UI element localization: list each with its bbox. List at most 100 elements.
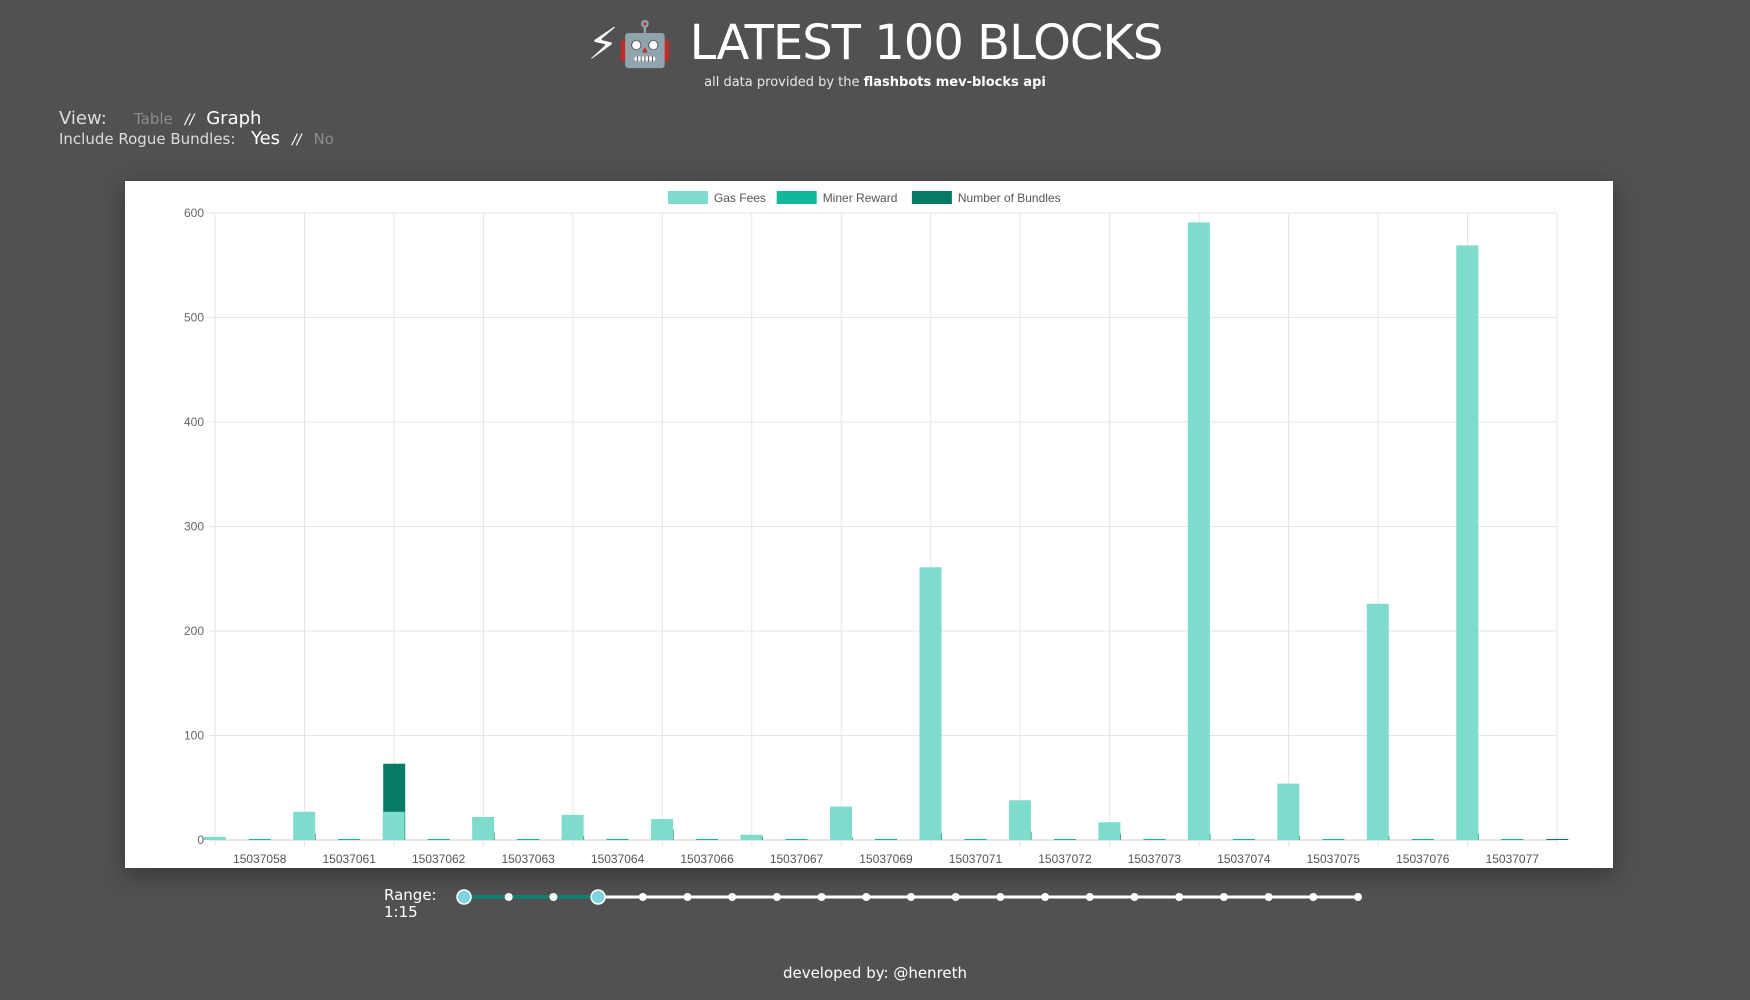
- rogue-yes-option[interactable]: Yes: [251, 128, 281, 149]
- bar-miner-reward: [1501, 838, 1524, 840]
- slider-handle[interactable]: [456, 889, 472, 905]
- bar-gas-fees: [1098, 822, 1121, 840]
- x-tick-label: 15037063: [501, 852, 555, 866]
- bar-miner-reward: [785, 838, 808, 840]
- bar-miner-reward: [875, 838, 897, 840]
- y-tick-label: 400: [184, 415, 204, 429]
- y-tick-label: 100: [184, 729, 204, 743]
- bar-gas-fees: [830, 806, 852, 840]
- slider-stop[interactable]: [772, 893, 781, 901]
- page-subtitle: all data provided by the flashbots mev-b…: [0, 75, 1750, 90]
- bar-miner-reward: [1411, 838, 1434, 840]
- bar-gas-fees: [203, 836, 226, 840]
- slider-stop[interactable]: [1354, 893, 1362, 901]
- slider-stop[interactable]: [549, 893, 558, 901]
- y-tick-label: 500: [184, 311, 204, 325]
- bar-gas-fees: [651, 819, 674, 840]
- slider-handle[interactable]: [590, 889, 606, 905]
- chart-card: 0 100 200 300 400 500 600 15037058 15037061 15037…: [125, 181, 1613, 868]
- view-controls: View: Table // Graph Include Rogue Bundl…: [59, 108, 334, 149]
- subtitle-prefix: all data provided by the: [704, 75, 860, 90]
- bar-gas-fees: [919, 567, 942, 840]
- y-tick-label: 0: [197, 833, 204, 847]
- bar-miner-reward: [696, 838, 719, 840]
- range-slider[interactable]: [454, 885, 1364, 909]
- bar-gas-fees: [293, 811, 316, 840]
- y-tick-label: 300: [184, 520, 204, 534]
- bar-miner-reward: [1053, 838, 1076, 840]
- slider-stop[interactable]: [1130, 893, 1139, 901]
- x-tick-label: 15037074: [1217, 852, 1271, 866]
- legend-swatch: [911, 191, 952, 204]
- slider-stop[interactable]: [638, 893, 647, 901]
- range-value: 1:15: [384, 903, 418, 921]
- bar-miner-reward: [1322, 838, 1345, 840]
- bar-gas-fees: [1366, 603, 1389, 840]
- rogue-no-option[interactable]: No: [313, 130, 334, 148]
- view-row: View: Table // Graph: [59, 108, 334, 129]
- x-tick-label: 15037077: [1486, 852, 1540, 866]
- legend-label: Miner Reward: [823, 191, 898, 205]
- view-graph-option[interactable]: Graph: [206, 108, 262, 129]
- slider-stop[interactable]: [817, 893, 826, 901]
- bolt-robot-icon: ⚡🤖: [587, 19, 673, 70]
- x-tick-label: 15037069: [859, 852, 913, 866]
- bar-gas-fees: [1277, 783, 1300, 840]
- bar-gas-fees: [740, 834, 763, 840]
- rogue-separator: //: [292, 132, 302, 148]
- x-tick-label: 15037058: [233, 852, 287, 866]
- x-tick-label: 15037067: [770, 852, 824, 866]
- slider-stop[interactable]: [683, 893, 692, 901]
- slider-stop[interactable]: [1264, 893, 1273, 901]
- footer-credit: developed by: @henreth: [782, 964, 968, 982]
- legend-swatch: [667, 191, 708, 204]
- bar-gas-fees: [472, 817, 495, 840]
- api-link[interactable]: flashbots mev-blocks api: [863, 75, 1046, 90]
- bar-gas-fees: [1187, 222, 1210, 840]
- page-title: ⚡🤖 LATEST 100 BLOCKS: [0, 14, 1750, 74]
- legend-swatch: [776, 191, 817, 204]
- bar-gas-fees: [1456, 245, 1479, 840]
- bar-chart: 0 100 200 300 400 500 600 15037058 15037061 15037…: [184, 191, 1569, 866]
- bar-miner-reward: [517, 838, 540, 840]
- view-table-option[interactable]: Table: [134, 110, 173, 128]
- bar-miner-reward: [1143, 838, 1166, 840]
- slider-stop[interactable]: [907, 893, 915, 901]
- range-control: Range: 1:15: [384, 886, 1362, 921]
- slider-stop[interactable]: [1041, 893, 1050, 901]
- bar-gas-fees: [382, 811, 405, 840]
- range-label: Range:: [384, 886, 437, 904]
- y-tick-label: 600: [184, 206, 204, 220]
- x-tick-label: 15037073: [1128, 852, 1182, 866]
- page-title-text: LATEST 100 BLOCKS: [689, 15, 1164, 71]
- bar-miner-reward: [427, 838, 450, 840]
- slider-stop[interactable]: [1175, 893, 1184, 901]
- slider-stop[interactable]: [504, 893, 513, 901]
- bar-miner-reward: [606, 838, 629, 840]
- bar-miner-reward: [1232, 838, 1255, 840]
- slider-stop[interactable]: [996, 893, 1005, 901]
- bar-miner-reward: [248, 838, 271, 840]
- x-tick-label: 15037072: [1038, 852, 1092, 866]
- slider-stop[interactable]: [951, 893, 960, 901]
- slider-stop[interactable]: [1309, 893, 1318, 901]
- slider-stop[interactable]: [1219, 893, 1228, 901]
- slider-stop[interactable]: [728, 893, 737, 901]
- x-tick-label: 15037061: [323, 852, 377, 866]
- slider-stop[interactable]: [1085, 893, 1094, 901]
- x-tick-label: 15037071: [949, 852, 1003, 866]
- bar-number-of-bundles: [1546, 838, 1569, 840]
- view-separator: //: [184, 112, 195, 128]
- bar-gas-fees: [1008, 800, 1031, 840]
- bar-miner-reward: [964, 838, 987, 840]
- view-label: View:: [59, 108, 107, 129]
- x-tick-label: 15037062: [412, 852, 466, 866]
- x-tick-label: 15037064: [591, 852, 645, 866]
- legend-label: Gas Fees: [714, 191, 766, 205]
- rogue-bundles-label: Include Rogue Bundles:: [59, 130, 236, 148]
- bar-gas-fees: [561, 814, 584, 840]
- x-tick-label: 15037076: [1396, 852, 1450, 866]
- legend-label: Number of Bundles: [958, 191, 1061, 205]
- slider-stop[interactable]: [862, 893, 871, 901]
- x-tick-label: 15037075: [1307, 852, 1361, 866]
